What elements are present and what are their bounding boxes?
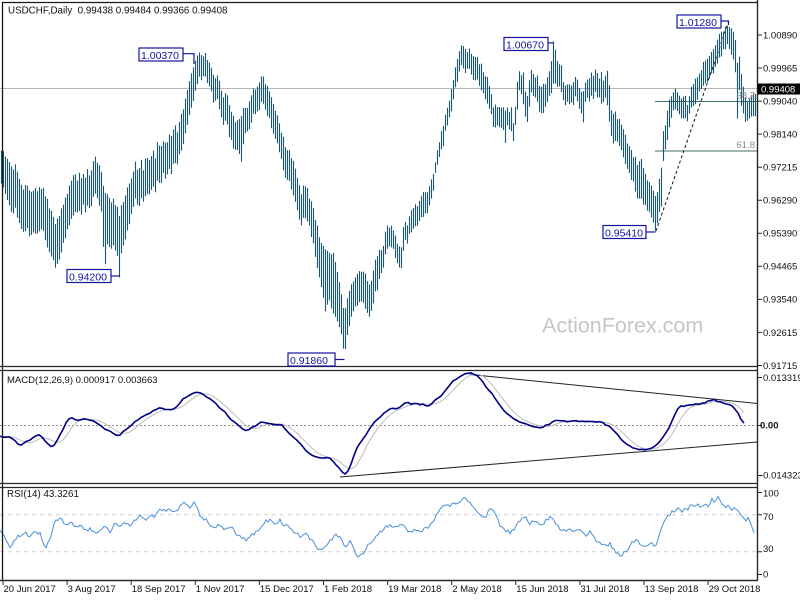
svg-text:31 Jul 2018: 31 Jul 2018 [580, 584, 629, 595]
svg-text:30: 30 [763, 544, 774, 555]
svg-text:2 May 2018: 2 May 2018 [452, 584, 502, 595]
svg-text:0.95410: 0.95410 [605, 227, 643, 239]
svg-text:USDCHF,Daily 0.99438 0.99484: USDCHF,Daily 0.99438 0.99484 0.99366 0.9… [8, 6, 228, 17]
svg-text:0.94200: 0.94200 [69, 271, 107, 283]
svg-text:RSI(14) 43.3261: RSI(14) 43.3261 [7, 489, 79, 500]
svg-text:1 Nov 2017: 1 Nov 2017 [196, 584, 245, 595]
svg-text:0.013319: 0.013319 [763, 373, 800, 384]
svg-text:15 Dec 2017: 15 Dec 2017 [260, 584, 314, 595]
svg-text:0.95390: 0.95390 [763, 229, 797, 240]
svg-text:0.92615: 0.92615 [763, 328, 797, 339]
svg-text:18 Sep 2017: 18 Sep 2017 [132, 584, 186, 595]
svg-text:70: 70 [763, 512, 774, 523]
svg-text:1.00670: 1.00670 [506, 39, 544, 51]
svg-text:38.2: 38.2 [737, 91, 756, 102]
svg-text:1 Feb 2018: 1 Feb 2018 [324, 584, 372, 595]
svg-text:0.00: 0.00 [760, 421, 779, 432]
svg-text:0.99408: 0.99408 [761, 84, 795, 95]
svg-text:0: 0 [763, 570, 768, 581]
svg-text:61.8: 61.8 [737, 140, 756, 151]
svg-text:100: 100 [763, 488, 779, 499]
svg-text:0.99040: 0.99040 [763, 96, 797, 107]
svg-text:1.01280: 1.01280 [679, 17, 717, 29]
svg-text:0.99965: 0.99965 [763, 63, 797, 74]
svg-text:0.96290: 0.96290 [763, 196, 797, 207]
svg-text:1.00370: 1.00370 [141, 50, 179, 62]
svg-text:ActionForex.com: ActionForex.com [542, 314, 703, 338]
svg-text:29 Oct 2018: 29 Oct 2018 [709, 584, 761, 595]
svg-text:19 Mar 2018: 19 Mar 2018 [388, 584, 441, 595]
svg-text:MACD(12,26,9) 0.000917 0.00366: MACD(12,26,9) 0.000917 0.003663 [7, 375, 158, 386]
svg-text:0.98140: 0.98140 [763, 129, 797, 140]
svg-text:3 Aug 2017: 3 Aug 2017 [68, 584, 116, 595]
svg-text:0.97215: 0.97215 [763, 163, 797, 174]
svg-text:-0.014323: -0.014323 [760, 471, 800, 482]
svg-text:15 Jun 2018: 15 Jun 2018 [516, 584, 568, 595]
svg-text:13 Sep 2018: 13 Sep 2018 [645, 584, 699, 595]
svg-text:20 Jun 2017: 20 Jun 2017 [4, 584, 56, 595]
svg-text:0.91715: 0.91715 [763, 361, 797, 372]
svg-text:0.94465: 0.94465 [763, 262, 797, 273]
svg-text:1.00890: 1.00890 [763, 30, 797, 41]
svg-text:0.91860: 0.91860 [290, 355, 328, 367]
svg-text:0.93540: 0.93540 [763, 295, 797, 306]
